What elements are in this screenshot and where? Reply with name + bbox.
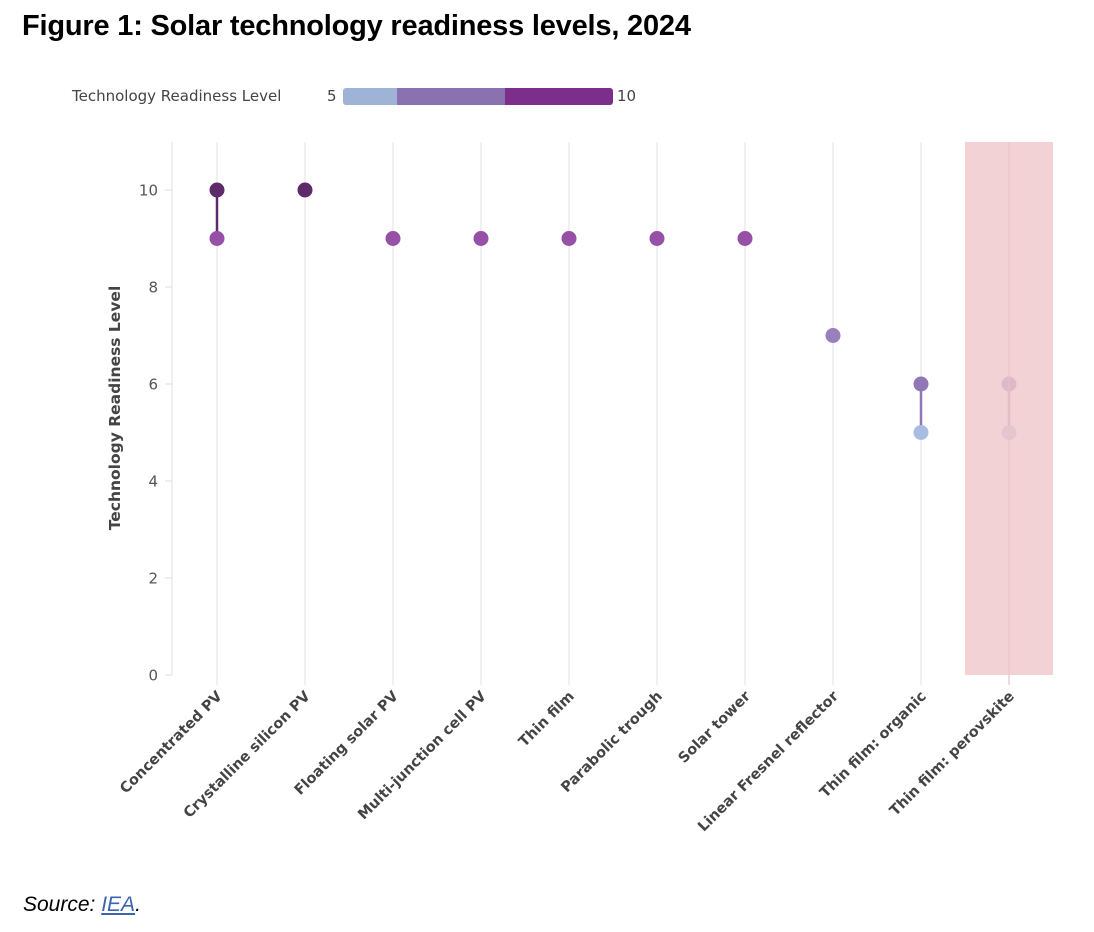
figure-title: Figure 1: Solar technology readiness lev… [22,10,691,42]
dumbbell-chart: 0 2 4 6 8 10 Technology Readiness Level Conce… [106,142,1053,835]
point-min [649,231,665,246]
point-min [473,231,489,246]
legend-max-label: 10 [617,87,637,105]
x-tick-label: Thin film [516,689,578,751]
y-tick-label: 4 [148,473,158,491]
point-min [561,231,577,246]
x-tick-label: Solar tower [676,688,755,767]
y-tick-label: 2 [148,570,158,588]
point-min [913,425,929,440]
y-axis: 0 2 4 6 8 10 [139,142,173,685]
point-max [913,376,929,392]
x-tick-label: Parabolic trough [558,689,665,796]
point-min [297,182,313,198]
point-min [825,328,841,343]
source-note: Source: IEA. [23,893,141,917]
point-min [209,231,225,246]
point-min [385,231,401,246]
legend-segment [505,88,613,105]
source-prefix: Source: [23,893,102,916]
source-link[interactable]: IEA [101,893,136,916]
y-axis-title: Technology Readiness Level [106,286,124,531]
legend-min-label: 5 [327,87,337,105]
legend-segment [397,88,505,105]
y-tick-label: 0 [148,667,158,685]
legend-label: Technology Readiness Level [72,87,282,105]
legend-segment [343,88,397,105]
y-tick-label: 10 [139,182,158,200]
data-marks [209,182,1017,440]
gridlines [216,142,1010,685]
legend-color-bar [343,88,613,105]
point-max [209,182,225,198]
highlight-region [965,142,1053,685]
y-tick-label: 8 [148,279,158,297]
y-tick-label: 6 [148,376,158,394]
source-suffix: . [135,893,141,916]
point-min [737,231,753,246]
x-tick-label: Linear Fresnel reflector [695,688,842,835]
